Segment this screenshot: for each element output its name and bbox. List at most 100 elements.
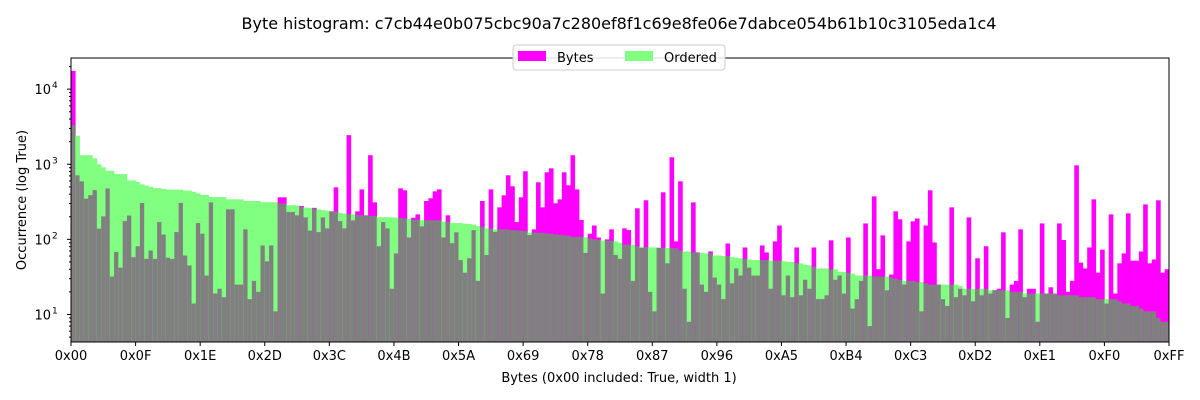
bar-overlap [923, 283, 929, 342]
x-tick-label: 0x96 [701, 349, 734, 364]
bar-overlap [854, 299, 860, 342]
y-tick-exponent: 1 [52, 306, 58, 316]
bar-overlap [893, 278, 899, 342]
bar-overlap [152, 258, 158, 342]
bar-overlap [970, 301, 976, 342]
bar-overlap [781, 295, 787, 342]
bar-overlap [1052, 293, 1058, 342]
bar-overlap [312, 208, 317, 342]
bar-overlap [1156, 317, 1161, 342]
bar-overlap [759, 260, 765, 342]
bar-overlap [841, 293, 847, 342]
bar-overlap [945, 305, 950, 342]
x-tick-label: 0xFF [1154, 349, 1185, 364]
bar-overlap [480, 226, 485, 342]
bar-overlap [79, 181, 85, 342]
chart-title: Byte histogram: c7cb44e0b075cbc90a7c280e… [242, 14, 997, 33]
bar-overlap [230, 209, 235, 342]
bar-overlap [126, 215, 132, 342]
bar-overlap [182, 255, 188, 342]
bar-ordered [191, 191, 197, 342]
bar-overlap [803, 279, 808, 342]
bar-ordered [247, 200, 253, 342]
bar-overlap [1035, 321, 1041, 342]
bar-overlap [1138, 308, 1144, 342]
bar-overlap [703, 291, 709, 342]
x-tick-label: 0x69 [507, 349, 540, 364]
bar-overlap [914, 282, 920, 342]
bar-overlap [579, 236, 584, 342]
bar-overlap [540, 232, 545, 342]
bar-overlap [557, 234, 563, 342]
x-tick-label: 0xD2 [958, 349, 992, 364]
bar-overlap [273, 311, 278, 342]
y-tick-exponent: 2 [52, 231, 58, 241]
bar-overlap [647, 291, 653, 342]
bar-overlap [368, 215, 373, 342]
bar-overlap [643, 247, 649, 342]
bar-overlap [467, 258, 472, 342]
bar-ordered [273, 202, 278, 342]
bar-overlap [488, 228, 494, 342]
x-tick-label: 0x87 [636, 349, 669, 364]
bar-overlap [187, 265, 192, 342]
bar-overlap [777, 260, 782, 342]
bar-overlap [755, 275, 761, 342]
bar-overlap [1013, 291, 1019, 342]
bar-overlap [243, 229, 248, 342]
bar-overlap [497, 229, 502, 342]
bar-overlap [363, 215, 369, 342]
bar-bytes [1039, 223, 1045, 342]
bar-overlap [734, 268, 739, 342]
x-tick-label: 0xB4 [829, 349, 862, 364]
bar-overlap [863, 275, 868, 342]
bar-overlap [264, 261, 270, 342]
bar-bytes [1134, 260, 1140, 342]
bar-ordered [234, 199, 240, 342]
bar-overlap [828, 269, 834, 342]
x-tick-label: 0x1E [184, 349, 216, 364]
bar-overlap [88, 195, 93, 342]
x-tick-label: 0x4B [377, 349, 410, 364]
bar-overlap [458, 260, 464, 342]
bar-overlap [514, 230, 520, 342]
bar-bytes [871, 196, 877, 342]
bar-bytes [1121, 253, 1127, 342]
bar-overlap [544, 233, 550, 342]
bar-bytes [1130, 260, 1135, 342]
bar-overlap [510, 230, 515, 342]
bar-overlap [492, 231, 498, 342]
bar-overlap [553, 234, 558, 342]
bar-overlap [1130, 305, 1135, 342]
bar-overlap [695, 252, 700, 342]
bar-overlap [833, 279, 838, 342]
bar-overlap [794, 263, 799, 342]
bar-ordered [213, 197, 218, 342]
bar-overlap [721, 299, 726, 342]
bar-overlap [566, 235, 571, 342]
bar-overlap [1048, 293, 1054, 342]
bar-overlap [936, 284, 942, 342]
bar-bytes [1100, 249, 1105, 342]
x-tick-label: 0xC3 [894, 349, 927, 364]
bar-overlap [217, 288, 223, 342]
bar-overlap [867, 326, 873, 342]
bar-overlap [1031, 293, 1036, 342]
bar-bytes [1018, 229, 1023, 342]
bar-overlap [622, 244, 627, 342]
legend-label-bytes: Bytes [557, 51, 594, 66]
bar-overlap [988, 293, 993, 342]
bar-overlap [673, 248, 679, 342]
y-tick-label: 10 [34, 233, 51, 248]
bar-overlap [790, 297, 795, 342]
bar-ordered [600, 240, 606, 342]
legend-label-ordered: Ordered [664, 51, 717, 66]
bar-overlap [764, 260, 769, 342]
bar-overlap [807, 288, 812, 342]
bar-overlap [699, 284, 705, 342]
bar-overlap [592, 239, 597, 342]
bar-overlap [708, 253, 713, 342]
bar-overlap [716, 284, 722, 342]
bar-overlap [686, 321, 692, 342]
